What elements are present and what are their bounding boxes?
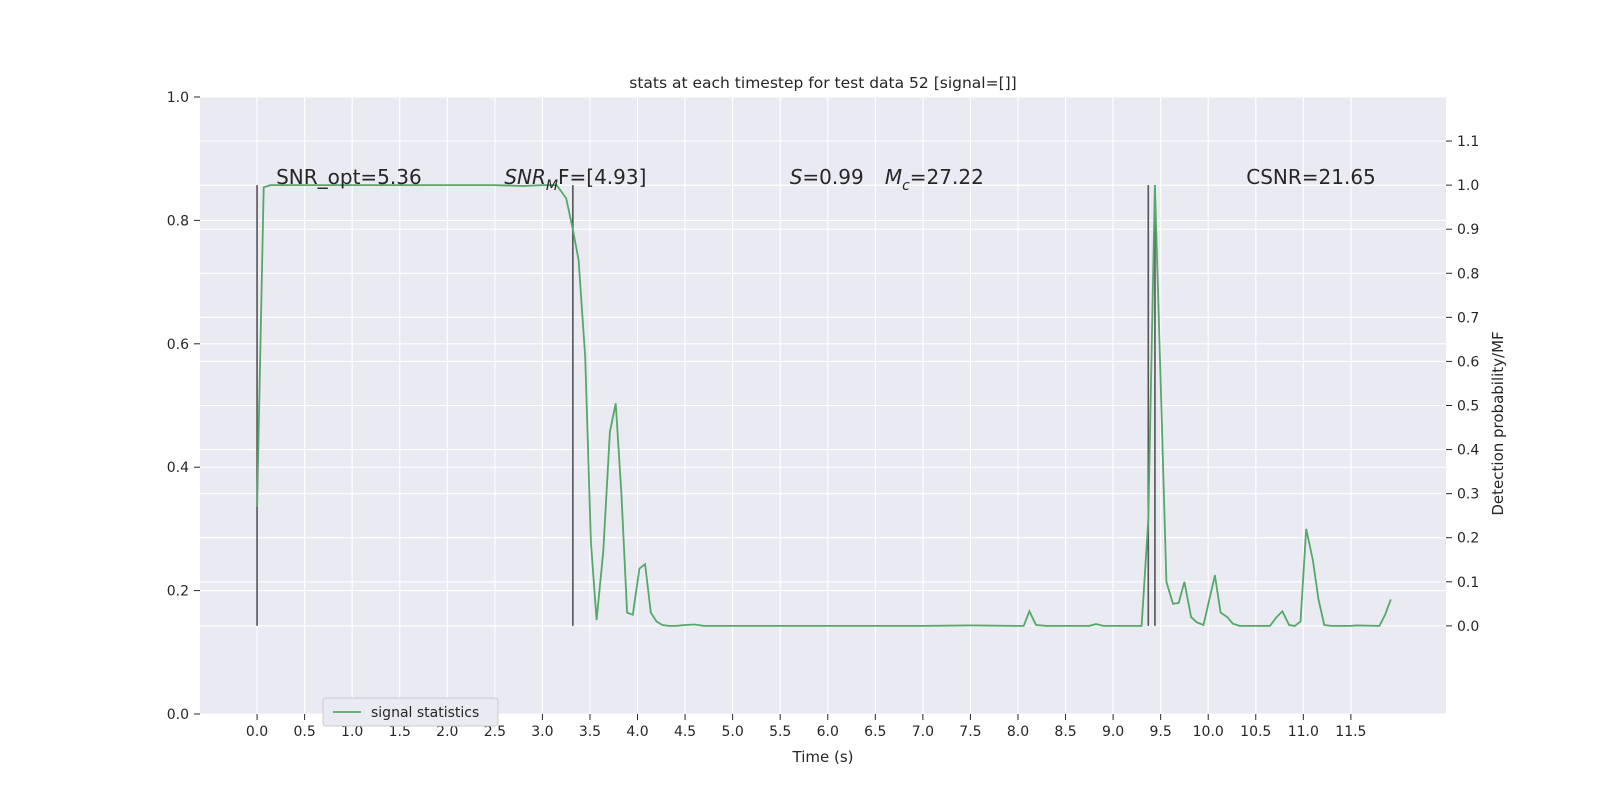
y-right-tick-label: 0.7 — [1457, 310, 1479, 326]
x-tick-label: 8.5 — [1054, 724, 1076, 740]
x-tick-label: 10.5 — [1240, 724, 1271, 740]
x-tick-label: 1.5 — [389, 724, 411, 740]
x-tick-label: 2.0 — [436, 724, 458, 740]
x-tick-label: 3.0 — [531, 724, 553, 740]
legend-label: signal statistics — [371, 705, 479, 721]
annotations: SNR_opt=5.36 SNRMF=[4.93] S=0.99 Mc=27.2… — [276, 165, 1376, 194]
chart-title: stats at each timestep for test data 52 … — [629, 74, 1016, 92]
grid-layer — [200, 96, 1446, 715]
x-tick-label: 2.5 — [484, 724, 506, 740]
x-tick-label: 4.0 — [626, 724, 648, 740]
x-tick-label: 5.5 — [769, 724, 791, 740]
y-left-tick-label: 0.8 — [167, 213, 189, 229]
y-left-tick-label: 0.0 — [167, 707, 189, 723]
y-right-tick-label: 1.1 — [1457, 134, 1479, 150]
y-right-tick-label: 0.9 — [1457, 222, 1479, 238]
legend-box — [322, 697, 499, 727]
series-line-signal-statistics — [256, 184, 1392, 627]
x-tick-label: 8.0 — [1007, 724, 1029, 740]
legend: signal statistics — [322, 697, 499, 727]
annotation-snr-mf-suffix: F=[4.93] — [558, 165, 646, 189]
y-right-tick-label: 1.0 — [1457, 178, 1479, 194]
x-tick-label: 6.5 — [864, 724, 886, 740]
y-left-tick-label: 0.2 — [167, 584, 189, 600]
x-tick-label: 3.5 — [579, 724, 601, 740]
annotation-snr-opt: SNR_opt=5.36 — [276, 165, 422, 189]
x-tick-label: 11.5 — [1335, 724, 1366, 740]
annotation-mc: Mc=27.22 — [885, 165, 984, 194]
vertical-markers — [256, 185, 1156, 626]
y-right-tick-label: 0.2 — [1457, 531, 1479, 547]
annotation-mc-suffix: =27.22 — [910, 165, 984, 189]
annotation-snr-mf-prefix: SNR — [504, 165, 546, 189]
y-right-tick-label: 0.4 — [1457, 443, 1479, 459]
annotation-snr-mf: SNRMF=[4.93] — [504, 165, 646, 194]
y-right-tick-label: 0.5 — [1457, 399, 1479, 415]
y-left-tick-label: 0.6 — [167, 337, 189, 353]
y-left-tick-label: 0.4 — [167, 460, 189, 476]
x-tick-label: 11.0 — [1288, 724, 1319, 740]
y-right-tick-label: 0.1 — [1457, 575, 1479, 591]
x-tick-label: 9.5 — [1150, 724, 1172, 740]
annotation-s: S=0.99 — [790, 165, 864, 189]
x-tick-label: 7.0 — [912, 724, 934, 740]
annotation-snr-mf-sub: M — [546, 178, 558, 194]
x-tick-label: 4.5 — [674, 724, 696, 740]
x-tick-label: 9.0 — [1102, 724, 1124, 740]
y-right-tick-label: 0.6 — [1457, 354, 1479, 370]
tick-layer: 0.0 0.5 1.0 1.5 2.0 2.5 3.0 3.5 4.0 4.5 5.0 5.5 6.0 6… — [167, 90, 1480, 740]
annotation-csnr: CSNR=21.65 — [1246, 165, 1376, 189]
x-tick-label: 1.0 — [341, 724, 363, 740]
x-axis-label: Time (s) — [792, 748, 854, 766]
x-tick-label: 10.0 — [1193, 724, 1224, 740]
annotation-mc-prefix: M — [885, 165, 902, 189]
x-tick-label: 7.5 — [959, 724, 981, 740]
annotation-s-prefix: S — [790, 165, 803, 189]
annotation-mc-sub: c — [902, 178, 910, 194]
y-right-tick-label: 0.3 — [1457, 487, 1479, 503]
x-tick-label: 0.5 — [293, 724, 315, 740]
annotation-s-suffix: =0.99 — [802, 165, 863, 189]
y-left-tick-label: 1.0 — [167, 90, 189, 106]
y-right-axis-label: Detection probability/MF — [1489, 331, 1507, 515]
y-right-tick-label: 0.8 — [1457, 266, 1479, 282]
x-tick-label: 6.0 — [817, 724, 839, 740]
x-tick-label: 5.0 — [722, 724, 744, 740]
x-tick-label: 0.0 — [246, 724, 268, 740]
y-right-tick-label: 0.0 — [1457, 619, 1479, 635]
